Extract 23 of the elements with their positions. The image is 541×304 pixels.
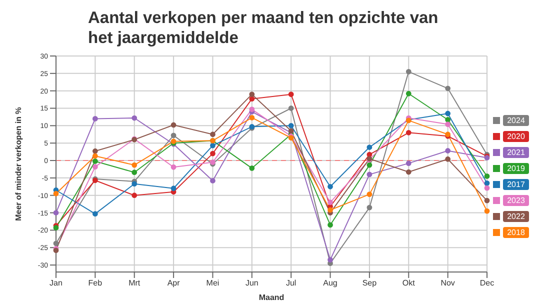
legend-label: 2020 <box>507 132 526 141</box>
x-tick-label: Jan <box>50 278 62 288</box>
x-tick-label: Mei <box>206 278 220 288</box>
x-tick-label: Aug <box>323 278 338 288</box>
x-tick-label: Okt <box>402 278 416 288</box>
x-tick-label: Dec <box>480 278 494 288</box>
x-axis-title: Maand <box>258 293 284 302</box>
legend-label: 2024 <box>507 116 526 125</box>
legend-label: 2019 <box>507 164 526 173</box>
legend-label: 2017 <box>507 180 526 189</box>
y-axis-title: Meer of minder verkopen in % <box>14 107 23 221</box>
x-tick-label: Sep <box>362 278 378 288</box>
x-tick-label: Jul <box>286 278 296 288</box>
x-tick-label: Jun <box>245 278 258 288</box>
chart-title: Aantal verkopen per maand ten opzichte van het jaargemiddelde <box>88 8 440 48</box>
legend-label: 2021 <box>507 148 526 157</box>
legend-label: 2022 <box>507 212 526 221</box>
x-tick-label: Apr <box>167 278 180 288</box>
legend-label: 2018 <box>507 228 526 237</box>
x-tick-label: Nov <box>440 278 455 288</box>
x-tick-label: Feb <box>88 278 103 288</box>
legend-label: 2023 <box>507 196 526 205</box>
x-tick-label: Mrt <box>128 278 141 288</box>
